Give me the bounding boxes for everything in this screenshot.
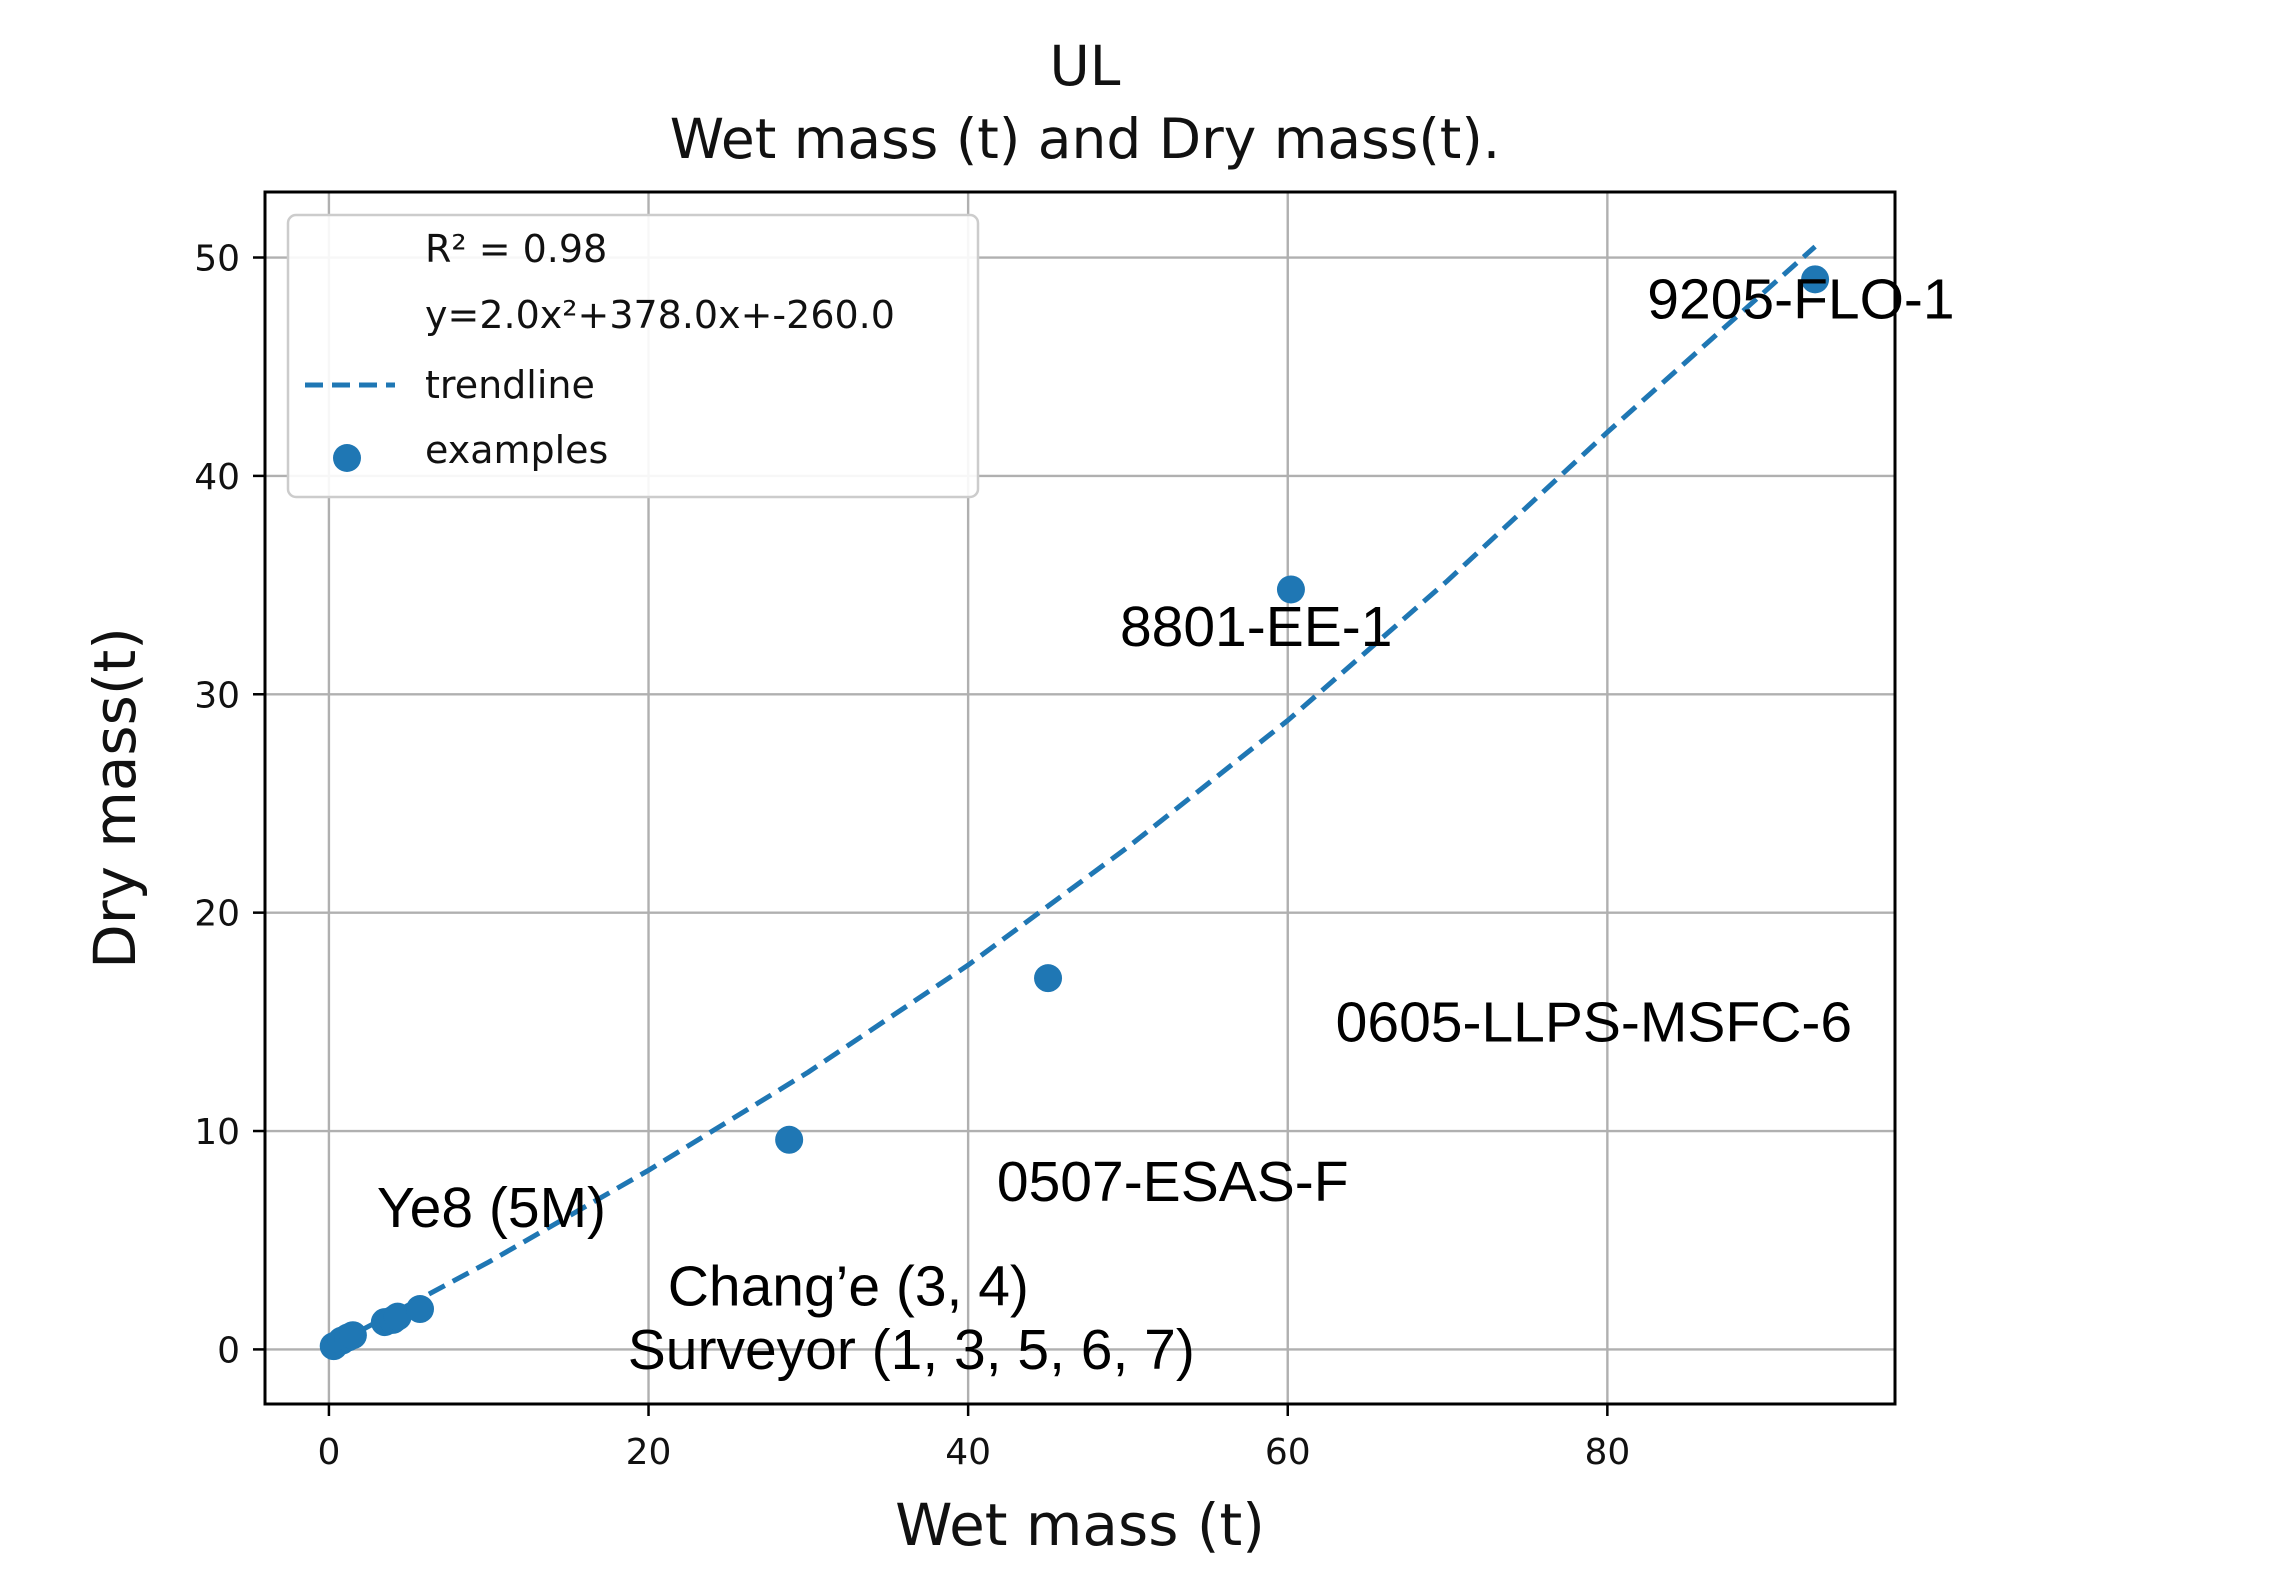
legend-r2: R² = 0.98 <box>425 227 607 271</box>
data-point <box>1801 265 1830 294</box>
x-tick-label: 60 <box>1265 1432 1311 1473</box>
annotations-layer: 9205-FLO-1 8801-EE-1 0605-LLPS-MSFC-6 0507-… <box>377 268 1955 1382</box>
x-axis-label: Wet mass (t) <box>895 1491 1265 1559</box>
point-annotation: Surveyor (1, 3, 5, 6, 7) <box>628 1318 1195 1382</box>
trendline-layer <box>332 244 1817 1348</box>
point-annotation: Ye8 (5M) <box>377 1176 606 1240</box>
point-annotation: 0507-ESAS-F <box>997 1150 1349 1214</box>
data-point <box>406 1295 435 1324</box>
x-tick-label: 20 <box>626 1432 672 1473</box>
data-point <box>1034 964 1063 993</box>
y-axis-label: Dry mass(t) <box>81 627 149 969</box>
data-points-layer <box>319 265 1830 1361</box>
legend-examples-marker <box>333 444 361 472</box>
legend-examples-label: examples <box>425 428 608 472</box>
point-annotation: 8801-EE-1 <box>1120 595 1393 659</box>
y-tick-label: 50 <box>194 239 240 280</box>
point-annotation: Chang’e (3, 4) <box>668 1255 1029 1319</box>
plot-frame <box>263 190 1897 1406</box>
chart-title: UL <box>1050 34 1121 98</box>
y-tick-label: 40 <box>194 457 240 498</box>
y-axis-ticks: 0 10 20 30 40 50 <box>194 239 265 1371</box>
x-tick-label: 0 <box>317 1432 340 1473</box>
x-tick-label: 40 <box>945 1432 991 1473</box>
x-axis-ticks: 0 20 40 60 80 <box>317 1404 1630 1473</box>
legend-trendline-label: trendline <box>425 363 595 407</box>
y-tick-label: 0 <box>217 1330 240 1371</box>
y-tick-label: 10 <box>194 1112 240 1153</box>
data-point <box>383 1302 412 1331</box>
data-point <box>775 1125 804 1154</box>
x-tick-label: 80 <box>1584 1432 1630 1473</box>
point-annotation: 9205-FLO-1 <box>1647 268 1954 332</box>
legend-equation: y=2.0x²+378.0x+-260.0 <box>425 293 895 337</box>
trendline-path <box>332 244 1817 1348</box>
point-annotation: 0605-LLPS-MSFC-6 <box>1336 990 1852 1054</box>
y-tick-label: 20 <box>194 894 240 935</box>
y-tick-label: 30 <box>194 675 240 716</box>
data-point <box>1276 575 1305 604</box>
chart-subtitle: Wet mass (t) and Dry mass(t). <box>670 107 1501 171</box>
legend-box <box>286 213 980 499</box>
data-point <box>338 1321 367 1350</box>
legend: R² = 0.98 y=2.0x²+378.0x+-260.0 trendlin… <box>286 213 980 499</box>
